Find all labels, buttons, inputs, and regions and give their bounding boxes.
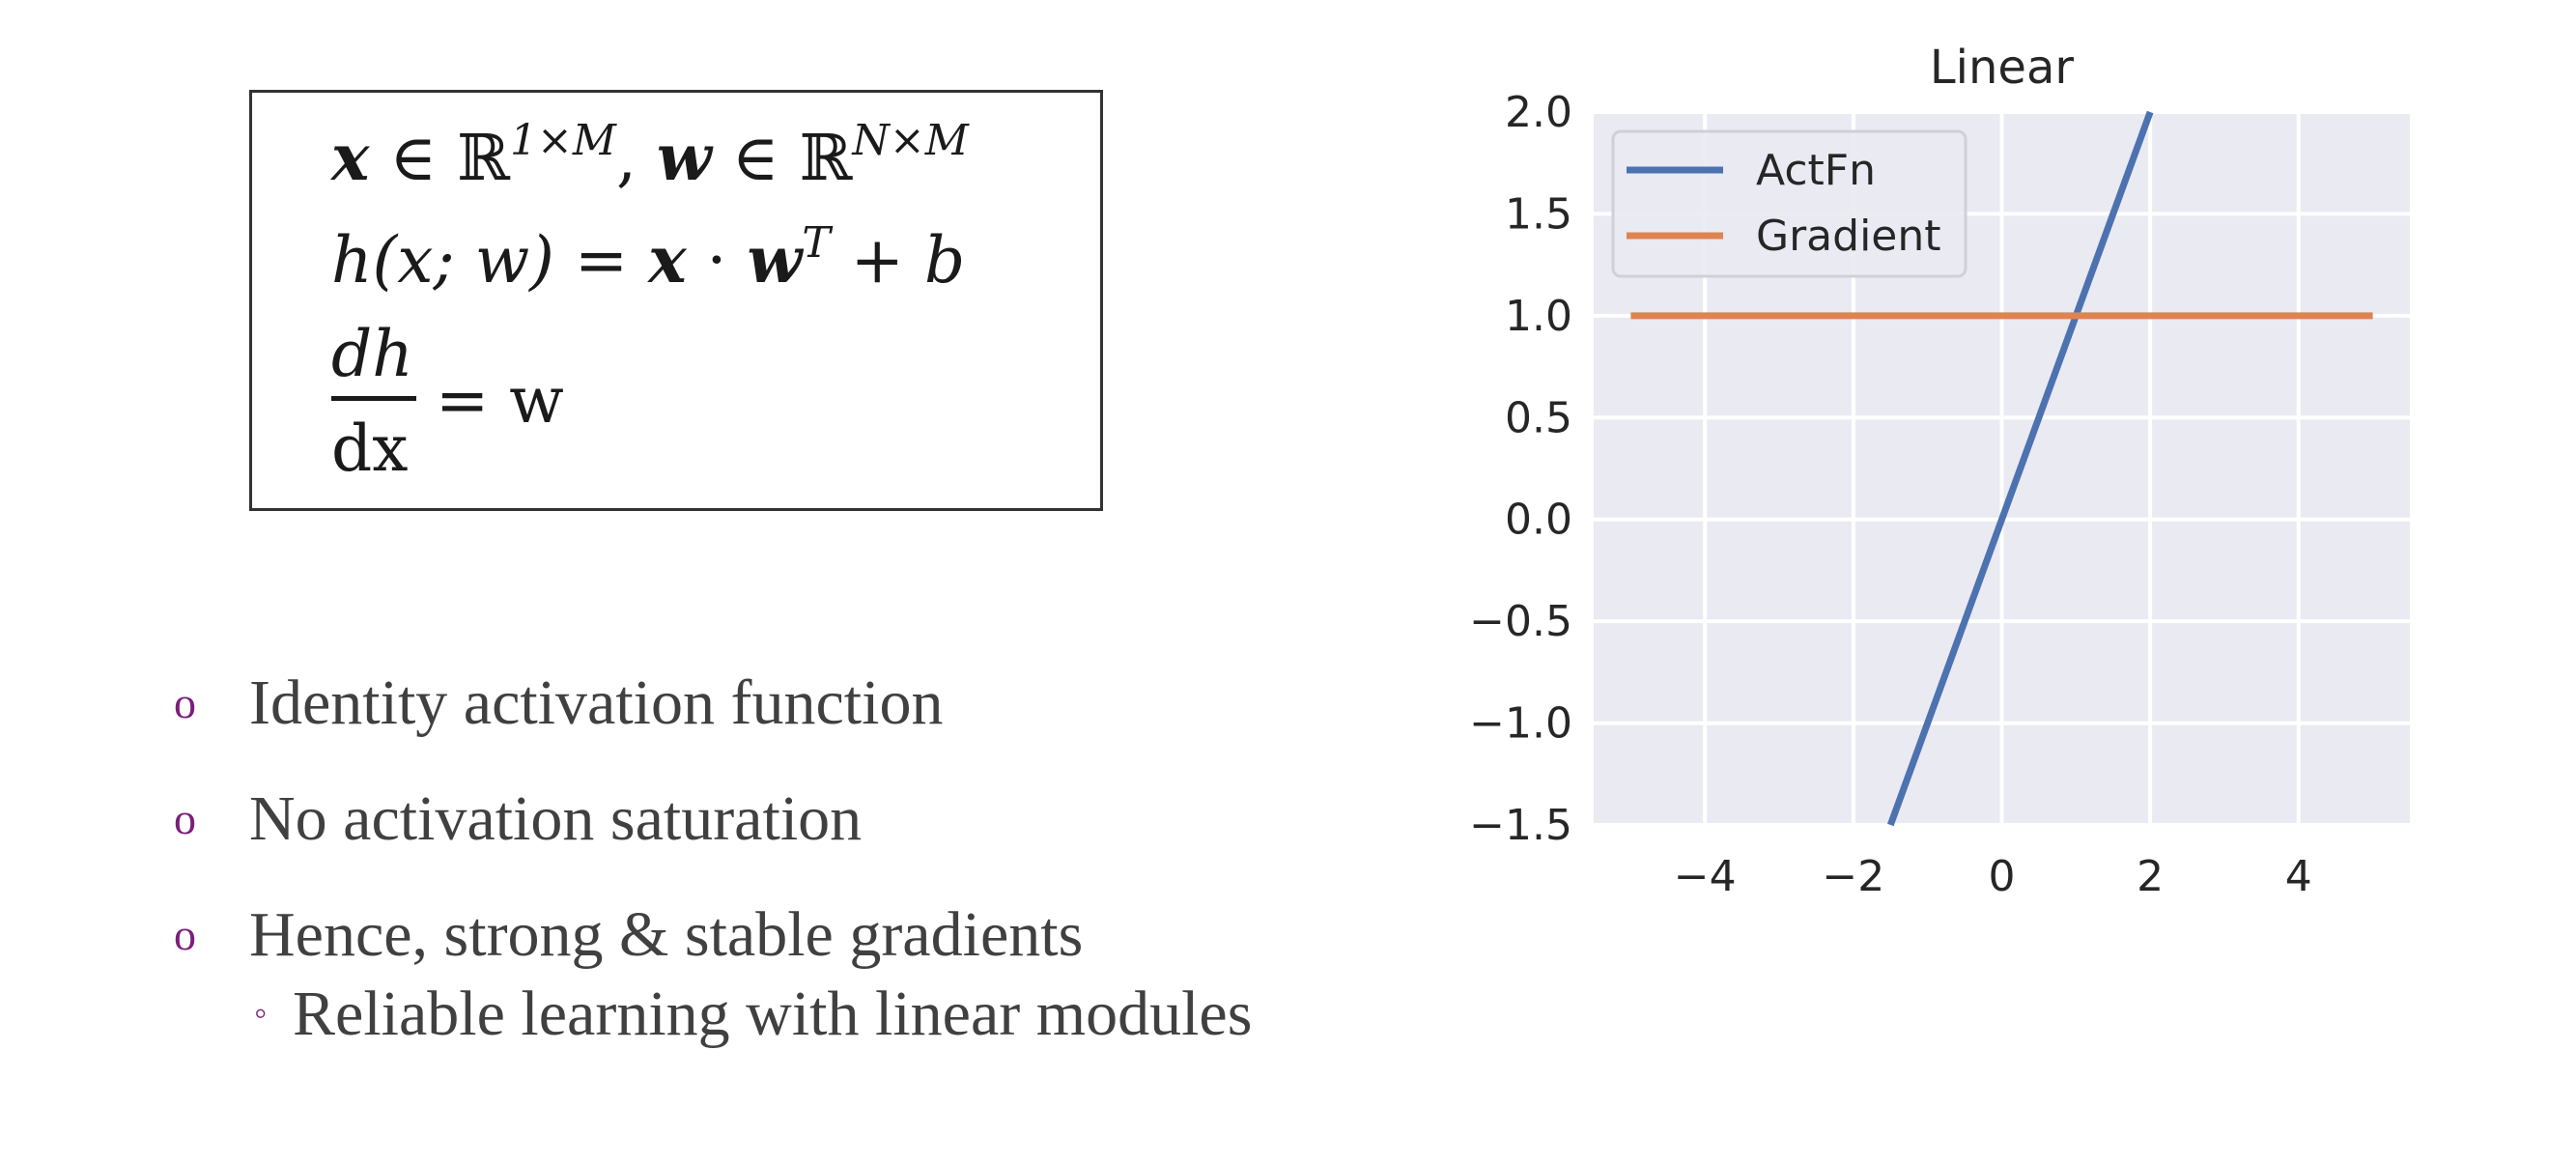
bullet-marker: o: [174, 910, 196, 959]
formula-frac-rhs: = w: [436, 363, 564, 438]
formula-frac-numerator: dh: [331, 317, 413, 391]
formula-line-domains: x ∈ ℝ1×M, w ∈ ℝN×M: [331, 120, 969, 190]
chart-title: Linear: [1930, 41, 2074, 95]
formula-frac-d: d: [331, 412, 373, 486]
x-tick-label: 0: [1989, 852, 2016, 901]
bullet-item-identity: o Identity activation function: [174, 667, 943, 740]
formula-frac-bar: [331, 396, 416, 401]
sub-bullet-item-reliable: ◦ Reliable learning with linear modules: [254, 978, 1252, 1051]
formula-box: x ∈ ℝ1×M, w ∈ ℝN×M h(x; w) = x · wT + b …: [249, 90, 1103, 511]
formula-frac-eq: =: [436, 363, 510, 438]
bullet-marker: o: [174, 678, 196, 727]
x-tick-label: 2: [2137, 852, 2164, 901]
bullet-item-gradients: o Hence, strong & stable gradients: [174, 898, 1083, 972]
formula-x-vector: x: [331, 120, 370, 195]
bullet-marker: o: [174, 794, 196, 843]
actfn-series-line: [1886, 110, 2154, 827]
formula-dim-w: N×M: [852, 116, 969, 165]
y-tick-label: 0.5: [1505, 393, 1572, 442]
formula-h-x: x: [648, 222, 687, 298]
formula-h-w: w: [747, 222, 803, 298]
legend-item-actfn-label: ActFn: [1756, 146, 1876, 195]
linear-chart: −4 −2 0 2 4 2.0 1.5 1.0 0.5 0.0 −0.5 −1.0 −1.5 Linear…: [1469, 41, 2410, 901]
x-tick-label: 4: [2285, 852, 2312, 901]
formula-frac-denominator: dx: [331, 412, 408, 486]
formula-h-lhs: h(x; w) =: [331, 223, 649, 298]
formula-transpose: T: [802, 218, 831, 268]
bullet-text: Hence, strong & stable gradients: [249, 899, 1084, 970]
formula-line-hypothesis: h(x; w) = x · wT + b: [331, 222, 965, 293]
x-tick-label: −4: [1674, 852, 1737, 901]
sub-bullet-marker: ◦: [254, 993, 268, 1034]
formula-comma: ,: [615, 121, 657, 195]
bullet-item-saturation: o No activation saturation: [174, 782, 862, 856]
y-tick-label: −0.5: [1469, 597, 1572, 646]
formula-dim-x: 1×M: [510, 116, 616, 165]
y-tick-label: 1.0: [1505, 292, 1572, 341]
legend-item-gradient-label: Gradient: [1756, 212, 1941, 261]
formula-w-vector: w: [656, 120, 712, 195]
bullet-text: No activation saturation: [249, 783, 863, 854]
sub-bullet-text: Reliable learning with linear modules: [293, 979, 1253, 1049]
formula-in-real-2: ∈ ℝ: [711, 121, 853, 195]
formula-frac-x: x: [372, 412, 409, 486]
formula-bias: + b: [830, 223, 966, 298]
x-tick-label: −2: [1822, 852, 1884, 901]
y-tick-label: −1.5: [1469, 801, 1572, 850]
y-tick-label: 2.0: [1505, 88, 1572, 137]
formula-in-real: ∈ ℝ: [369, 121, 511, 195]
formula-dot: ·: [686, 223, 748, 298]
y-tick-label: 1.5: [1505, 189, 1572, 239]
formula-frac-w: w: [509, 363, 564, 438]
bullet-text: Identity activation function: [249, 667, 944, 738]
y-tick-label: −1.0: [1469, 699, 1572, 749]
y-tick-label: 0.0: [1505, 496, 1572, 545]
